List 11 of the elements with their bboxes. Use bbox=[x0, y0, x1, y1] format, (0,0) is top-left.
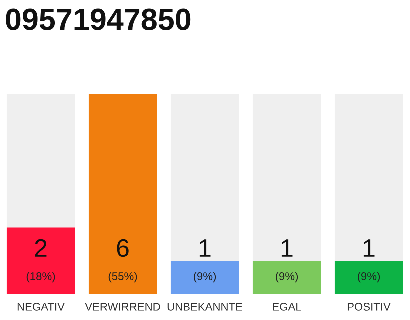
x-tick-label: NEGATIV bbox=[18, 303, 65, 311]
data-label: 6 (55%) bbox=[108, 239, 138, 283]
data-label: 1 (9%) bbox=[358, 240, 380, 283]
chart-title: 09571947850 bbox=[6, 8, 191, 30]
x-tick-label: EGAL bbox=[273, 303, 302, 311]
x-tick-label: UNBEKANNTE bbox=[168, 303, 242, 311]
x-tick-label: VERWIRREND bbox=[85, 303, 160, 311]
data-label: 1 (9%) bbox=[276, 240, 298, 283]
data-label: 2 (18%) bbox=[26, 239, 56, 283]
x-tick-label: POSITIV bbox=[348, 303, 391, 311]
data-label: 1 (9%) bbox=[194, 240, 216, 283]
